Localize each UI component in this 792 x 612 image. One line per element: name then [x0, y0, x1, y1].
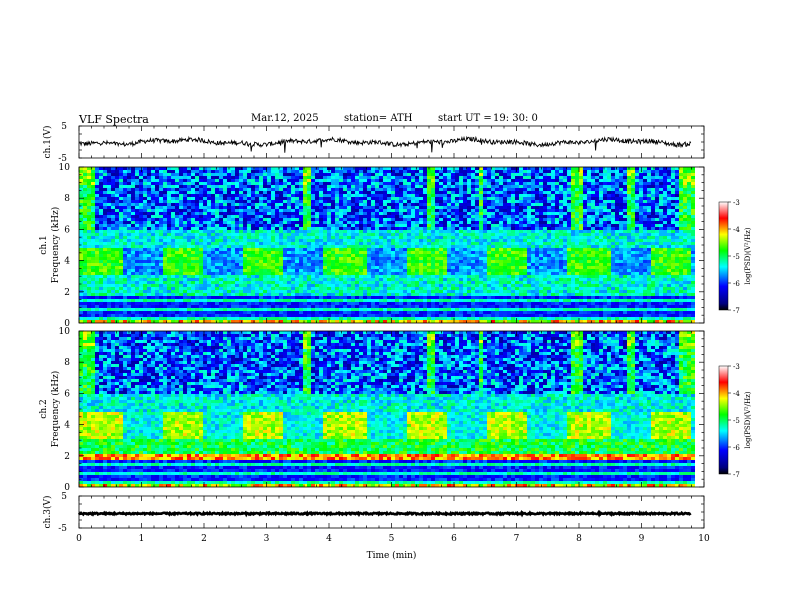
colorbar-tick-label: -7 — [733, 307, 740, 315]
y-axis-label: Frequency (kHz) — [50, 207, 61, 284]
y-axis-label: ch.1(V) — [42, 126, 53, 159]
colorbar-label: log(PSD)(V²/Hz) — [744, 227, 752, 284]
y-tick-label: 8 — [64, 194, 70, 204]
x-tick-label: 9 — [639, 534, 645, 544]
x-tick-label: 3 — [264, 534, 270, 544]
waveform-trace — [77, 509, 692, 518]
spectrogram-cells — [79, 167, 695, 323]
waveform-trace — [78, 135, 692, 153]
x-tick-label: 2 — [201, 534, 207, 544]
figure-title: VLF Spectra — [79, 113, 149, 126]
y-tick-label: 4 — [64, 421, 70, 431]
channel-label: ch.1 — [39, 235, 49, 254]
colorbar-tick-label: -3 — [733, 199, 740, 207]
x-tick-label: 0 — [76, 534, 82, 544]
y-tick-label: 0 — [64, 483, 70, 493]
x-tick-label: 8 — [576, 534, 582, 544]
y-tick-label: 6 — [64, 225, 70, 235]
y-axis-label: Frequency (kHz) — [50, 371, 61, 448]
date-label: Mar.12, 2025 — [251, 113, 319, 124]
y-tick-label: -5 — [58, 524, 67, 534]
colorbar — [718, 201, 729, 311]
y-tick-label: 10 — [59, 163, 71, 173]
start-ut-value: 19: 30: 0 — [493, 113, 538, 124]
colorbar-tick-label: -3 — [733, 363, 740, 371]
y-tick-label: -5 — [58, 154, 67, 164]
x-tick-label: 7 — [514, 534, 520, 544]
x-tick-label: 5 — [389, 534, 395, 544]
colorbar-tick-label: -6 — [733, 444, 740, 452]
y-tick-label: 0 — [64, 319, 70, 329]
x-tick-label: 6 — [451, 534, 457, 544]
station-label: station= ATH — [344, 113, 413, 124]
colorbar — [718, 365, 729, 475]
y-axis-label: ch.3(V) — [42, 496, 53, 529]
y-tick-label: 8 — [64, 358, 70, 368]
colorbar-tick-label: -6 — [733, 280, 740, 288]
y-tick-label: 2 — [64, 452, 70, 462]
y-tick-label: 6 — [64, 389, 70, 399]
colorbar-tick-label: -4 — [733, 390, 740, 398]
x-tick-label: 1 — [139, 534, 145, 544]
colorbar-tick-label: -5 — [733, 417, 740, 425]
y-tick-label: 5 — [61, 492, 67, 502]
y-tick-label: 5 — [61, 122, 67, 132]
colorbar-label: log(PSD)(V²/Hz) — [744, 391, 752, 448]
spectrogram-cells — [79, 331, 695, 487]
start-ut-label: start UT = — [438, 113, 492, 124]
y-tick-label: 2 — [64, 288, 70, 298]
x-tick-label: 4 — [326, 534, 332, 544]
x-axis-label: Time (min) — [367, 550, 417, 561]
colorbar-tick-label: -7 — [733, 471, 740, 479]
x-tick-label: 10 — [698, 534, 710, 544]
y-tick-label: 4 — [64, 257, 70, 267]
colorbar-tick-label: -5 — [733, 253, 740, 261]
channel-label: ch.2 — [39, 399, 49, 418]
y-tick-label: 10 — [59, 327, 71, 337]
colorbar-tick-label: -4 — [733, 226, 740, 234]
